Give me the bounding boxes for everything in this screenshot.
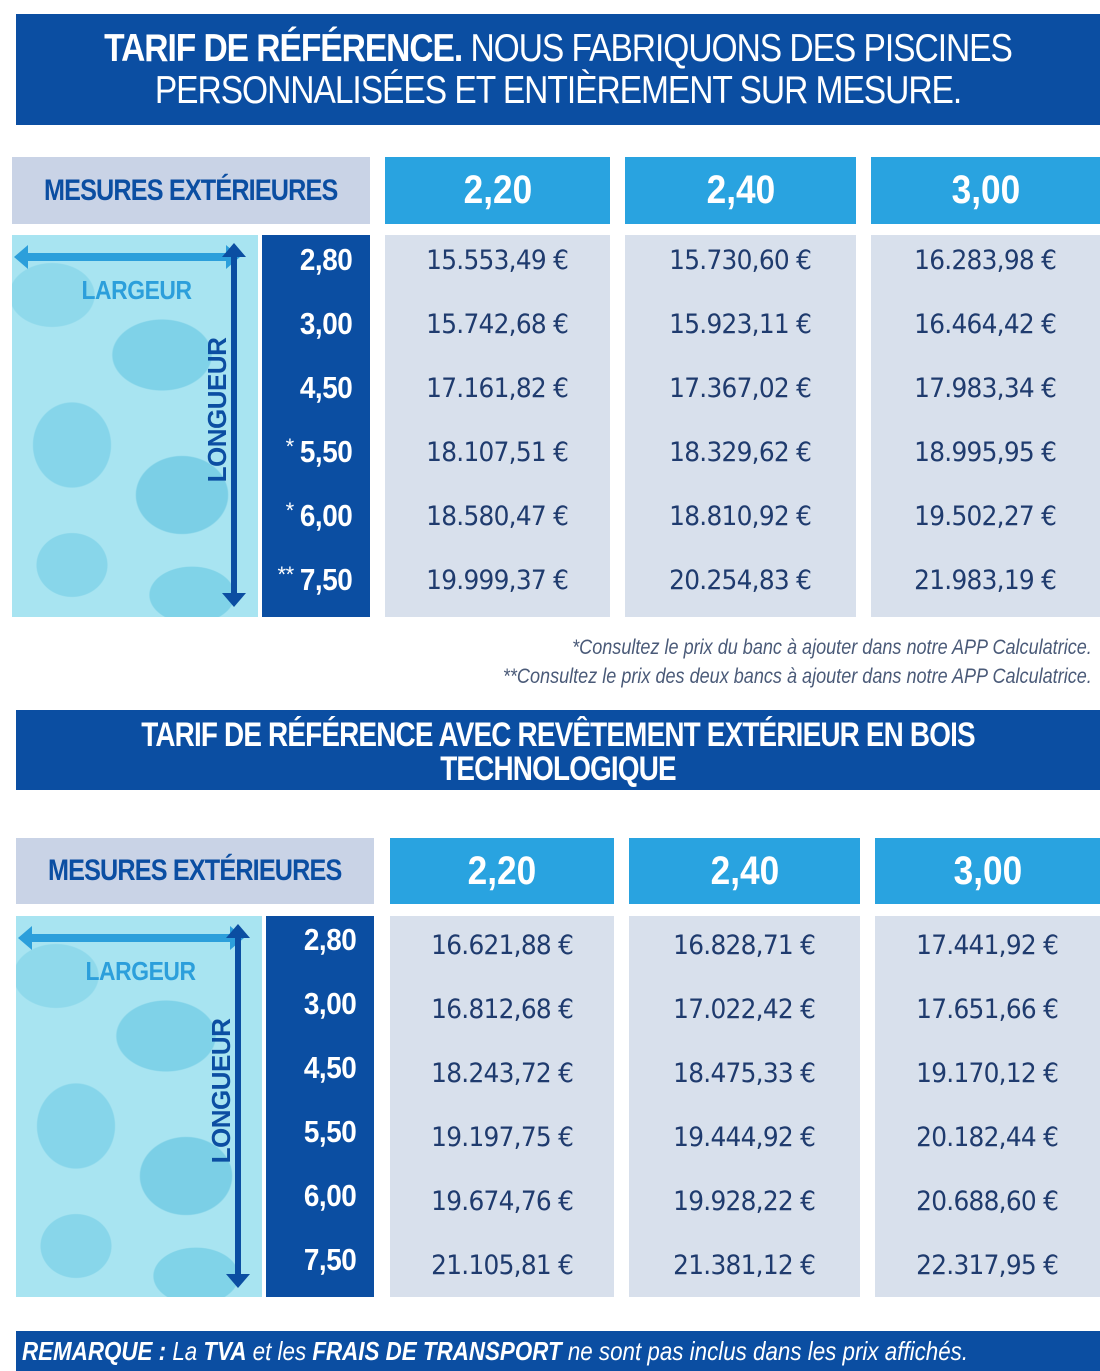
length-value: 5,50 [303, 1114, 356, 1149]
price-cell: 16.621,88 € [430, 929, 574, 961]
length-arrow-icon [222, 243, 246, 607]
price-cell: 19.444,92 € [673, 1121, 816, 1153]
price-cell: 17.441,92 € [916, 929, 1059, 961]
top-banner: TARIF DE RÉFÉRENCE. NOUS FABRIQUONS DES … [16, 14, 1100, 125]
remark-bar: REMARQUE : La TVA et les FRAIS DE TRANSP… [16, 1331, 1100, 1371]
price-cell: 17.983,34 € [914, 372, 1057, 404]
width-header-1: 2,20 [385, 157, 610, 224]
wood-cladding-banner: TARIF DE RÉFÉRENCE AVEC REVÊTEMENT EXTÉR… [16, 710, 1100, 790]
width-header-3: 3,00 [875, 838, 1100, 904]
price-cell: 19.674,76 € [430, 1185, 574, 1217]
length-column: 2,80 3,00 4,50 * 5,50 * 6,00 ** 7,50 [262, 235, 370, 617]
length-value: 3,00 [303, 986, 356, 1021]
price-cell: 21.105,81 € [430, 1249, 574, 1281]
measures-label: MESURES EXTÉRIEURES [12, 157, 370, 224]
width-header-3: 3,00 [871, 157, 1100, 224]
price-cell: 19.502,27 € [914, 500, 1057, 532]
price-cell: 19.170,12 € [916, 1057, 1059, 1089]
length-arrow-icon [226, 924, 250, 1288]
price-cell: 16.464,42 € [914, 308, 1057, 340]
price-cell: 18.475,33 € [673, 1057, 816, 1089]
price-cell: 15.553,49 € [426, 244, 569, 276]
width-header-1: 2,20 [390, 838, 614, 904]
banner-line-1: TARIF DE RÉFÉRENCE. NOUS FABRIQUONS DES … [104, 27, 1013, 70]
price-cell: 15.923,11 € [669, 308, 812, 340]
price-cell: 19.999,37 € [426, 564, 569, 596]
measures-label: MESURES EXTÉRIEURES [16, 838, 374, 904]
price-cell: 17.651,66 € [916, 993, 1059, 1025]
width-header-2: 2,40 [629, 838, 860, 904]
price-cell: 18.107,51 € [426, 436, 569, 468]
remark-text: REMARQUE : La TVA et les FRAIS DE TRANSP… [22, 1335, 969, 1366]
price-cell: 18.580,47 € [426, 500, 569, 532]
length-column: 2,80 3,00 4,50 5,50 6,00 7,50 [266, 916, 374, 1297]
price-cell: 21.983,19 € [914, 564, 1057, 596]
banner-line-2: PERSONNALISÉES ET ENTIÈREMENT SUR MESURE… [154, 69, 962, 112]
length-value: * 6,00 [285, 498, 353, 533]
length-value: 2,80 [299, 242, 352, 277]
footnote-two-benches: **Consultez le prix des deux bancs à ajo… [503, 665, 1092, 688]
length-value: 7,50 [303, 1242, 356, 1277]
price-cell: 20.254,83 € [669, 564, 812, 596]
largeur-label: LARGEUR [85, 956, 197, 986]
price-cell: 15.730,60 € [669, 244, 812, 276]
price-cell: 21.381,12 € [673, 1249, 816, 1281]
price-cell: 18.329,62 € [669, 436, 812, 468]
price-column-2-20: 16.621,88 € 16.812,68 € 18.243,72 € 19.1… [390, 916, 614, 1297]
price-cell: 20.182,44 € [916, 1121, 1059, 1153]
price-column-3-00: 16.283,98 € 16.464,42 € 17.983,34 € 18.9… [871, 235, 1100, 617]
length-value: 4,50 [299, 370, 352, 405]
price-cell: 20.688,60 € [916, 1185, 1059, 1217]
price-column-3-00: 17.441,92 € 17.651,66 € 19.170,12 € 20.1… [875, 916, 1100, 1297]
price-cell: 16.283,98 € [914, 244, 1057, 276]
price-cell: 22.317,95 € [916, 1249, 1059, 1281]
length-value: * 5,50 [285, 434, 353, 469]
banner-bold-title: TARIF DE RÉFÉRENCE. [104, 27, 463, 70]
longueur-label: LONGUEUR [202, 337, 232, 483]
largeur-label: LARGEUR [81, 275, 193, 305]
price-cell: 19.928,22 € [673, 1185, 816, 1217]
price-column-2-40: 16.828,71 € 17.022,42 € 18.475,33 € 19.4… [629, 916, 860, 1297]
price-cell: 16.828,71 € [673, 929, 816, 961]
price-cell: 17.022,42 € [673, 993, 816, 1025]
width-header-2: 2,40 [625, 157, 856, 224]
length-value: 2,80 [303, 922, 356, 957]
price-cell: 19.197,75 € [430, 1121, 574, 1153]
pool-diagram: LARGEUR LONGUEUR [16, 916, 262, 1297]
length-value: ** 7,50 [277, 562, 353, 597]
price-cell: 17.161,82 € [426, 372, 569, 404]
banner2-line-1: TARIF DE RÉFÉRENCE AVEC REVÊTEMENT EXTÉR… [141, 716, 975, 754]
footnote-single-bench: *Consultez le prix du banc à ajouter dan… [572, 636, 1092, 659]
length-value: 6,00 [303, 1178, 356, 1213]
width-arrow-icon [14, 245, 240, 269]
price-cell: 18.810,92 € [669, 500, 812, 532]
footnotes: *Consultez le prix du banc à ajouter dan… [407, 633, 1092, 691]
length-value: 4,50 [303, 1050, 356, 1085]
price-cell: 18.243,72 € [430, 1057, 574, 1089]
width-arrow-icon [18, 926, 244, 950]
price-cell: 17.367,02 € [669, 372, 812, 404]
price-cell: 16.812,68 € [430, 993, 574, 1025]
length-value: 3,00 [299, 306, 352, 341]
price-cell: 15.742,68 € [426, 308, 569, 340]
price-cell: 18.995,95 € [914, 436, 1057, 468]
banner2-line-2: TECHNOLOGIQUE [440, 750, 676, 788]
pool-diagram: LARGEUR LONGUEUR [12, 235, 258, 617]
price-column-2-20: 15.553,49 € 15.742,68 € 17.161,82 € 18.1… [385, 235, 610, 617]
longueur-label: LONGUEUR [206, 1018, 236, 1164]
price-column-2-40: 15.730,60 € 15.923,11 € 17.367,02 € 18.3… [625, 235, 856, 617]
